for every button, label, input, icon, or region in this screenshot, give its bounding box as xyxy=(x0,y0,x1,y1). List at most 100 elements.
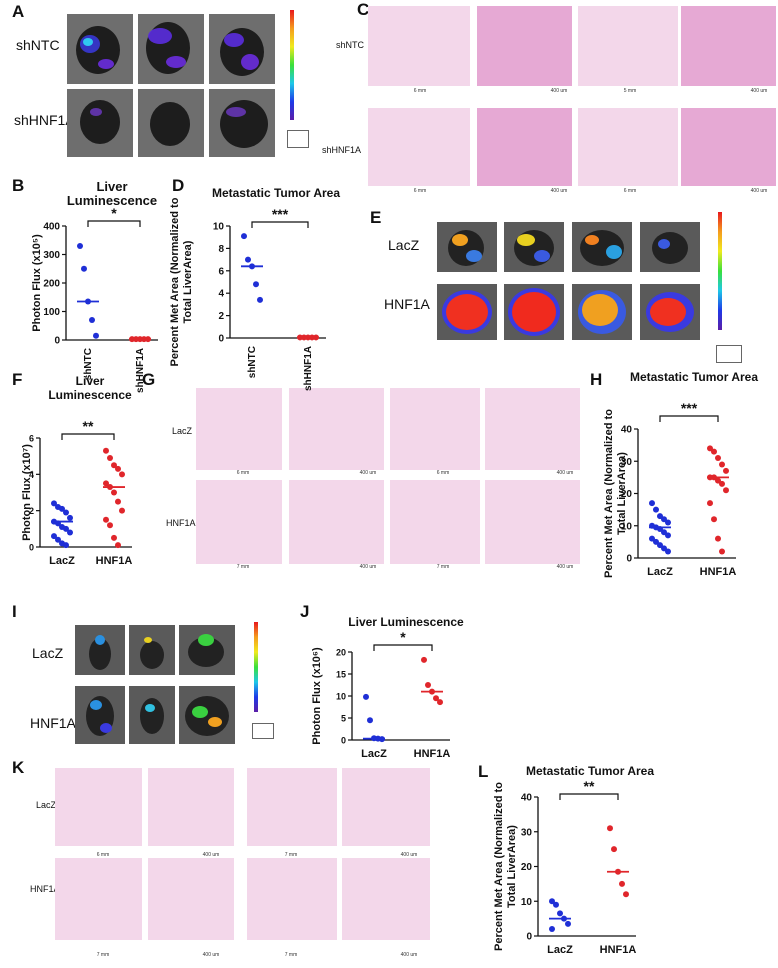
panel-letter-h: H xyxy=(590,370,603,389)
y-tick-label: 10 xyxy=(336,692,346,702)
he-section-whole xyxy=(55,858,142,940)
row-label-shntc: shNTC xyxy=(16,37,60,53)
y-tick-label: 300 xyxy=(43,250,60,261)
data-point xyxy=(115,465,121,472)
data-point xyxy=(111,462,117,469)
data-point xyxy=(63,542,69,549)
significance-bracket xyxy=(659,415,719,422)
y-tick-label: 30 xyxy=(521,827,533,838)
scale-bar-label: 6 mm xyxy=(436,470,450,476)
x-tick-label: LacZ xyxy=(647,566,673,578)
row-label-shhnf1a: shHNF1A xyxy=(14,112,75,128)
y-tick-label: 30 xyxy=(621,457,633,468)
y-axis-label: Percent Met Area (Normalized to xyxy=(603,409,615,578)
data-point xyxy=(67,514,73,521)
y-tick-label: 0 xyxy=(29,543,34,553)
data-point xyxy=(103,480,109,487)
color-scale-bar xyxy=(718,212,722,330)
he-section-zoom xyxy=(485,480,580,564)
significance-bracket xyxy=(559,793,619,800)
row-label-hnf1a: HNF1A xyxy=(384,296,430,312)
scale-bar-label: 7 mm xyxy=(284,852,298,858)
y-tick-label: 0 xyxy=(341,736,346,746)
y-tick-label: 0 xyxy=(218,334,224,345)
row-label-hnf1a: HNF1A xyxy=(166,518,196,528)
data-point xyxy=(257,296,263,303)
x-tick-label: HNF1A xyxy=(600,944,637,956)
he-section-zoom xyxy=(477,108,572,186)
x-tick-label: LacZ xyxy=(547,944,573,956)
chart-title: Liver xyxy=(76,374,105,388)
panel-letter-f: F xyxy=(12,370,23,389)
y-axis-label: Total LiverArea) xyxy=(506,825,518,908)
chart-title: Liver xyxy=(96,179,127,194)
significance-label: ** xyxy=(83,418,94,434)
x-tick-label: LacZ xyxy=(49,555,75,567)
scale-bar-label: 6 mm xyxy=(413,188,427,194)
data-point xyxy=(89,317,95,324)
data-point xyxy=(715,535,721,542)
data-point xyxy=(719,548,725,555)
chart-title: Metastatic Tumor Area xyxy=(526,764,654,778)
y-tick-label: 100 xyxy=(43,307,60,318)
he-section-zoom xyxy=(485,388,580,470)
scale-bar-label: 7 mm xyxy=(436,564,450,570)
he-section-whole xyxy=(390,388,480,470)
x-tick-label: shNTC xyxy=(247,346,258,378)
y-tick-label: 10 xyxy=(213,222,225,233)
he-section-whole xyxy=(247,768,337,846)
he-section-zoom xyxy=(148,858,234,940)
data-point xyxy=(111,534,117,541)
data-point xyxy=(565,920,571,927)
he-section-whole xyxy=(578,108,678,186)
data-point xyxy=(115,498,121,505)
y-axis-label: Percent Met Area (Normalized to xyxy=(169,197,181,366)
he-section-zoom xyxy=(148,768,234,846)
y-tick-label: 40 xyxy=(621,425,633,436)
y-tick-label: 4 xyxy=(29,470,34,480)
panel-letter-a: A xyxy=(12,2,25,21)
y-tick-label: 0 xyxy=(526,932,532,943)
significance-bracket xyxy=(251,221,309,228)
data-point xyxy=(241,233,247,240)
x-tick-label: shHNF1A xyxy=(303,346,314,391)
color-scale-note xyxy=(287,130,309,148)
data-point xyxy=(119,471,125,478)
data-point xyxy=(51,533,57,540)
scale-bar-label: 400 um xyxy=(556,564,574,570)
scale-bar-label: 400 um xyxy=(550,188,568,194)
y-tick-label: 0 xyxy=(54,336,60,347)
x-tick-label: shNTC xyxy=(83,348,94,380)
chart-title: Liver Luminescence xyxy=(348,615,464,629)
scale-bar-label: 6 mm xyxy=(413,88,427,94)
data-point xyxy=(421,656,427,663)
data-point xyxy=(715,477,721,484)
row-label-hnf1a: HNF1A xyxy=(30,715,76,731)
row-label-shhnf1a: shHNF1A xyxy=(322,145,362,155)
panel-letter-e: E xyxy=(370,208,382,227)
y-tick-label: 5 xyxy=(341,714,346,724)
data-point xyxy=(81,265,87,272)
color-scale-bar xyxy=(254,622,258,712)
scale-bar-label: 400 um xyxy=(556,470,574,476)
scale-bar-label: 400 um xyxy=(202,952,220,958)
data-point xyxy=(715,455,721,462)
chart-title: Luminescence xyxy=(48,388,132,402)
scale-bar-label: 400 um xyxy=(359,470,377,476)
data-point xyxy=(367,717,373,724)
data-point xyxy=(623,891,629,898)
panel-letter-g: G xyxy=(142,370,156,389)
scale-bar-label: 400 um xyxy=(400,952,418,958)
y-axis-label: Photon Flux (x10⁶) xyxy=(311,647,323,745)
y-tick-label: 10 xyxy=(621,521,633,532)
he-section-whole xyxy=(247,858,337,940)
scale-bar-label: 7 mm xyxy=(284,952,298,958)
scale-bar-label: 400 um xyxy=(202,852,220,858)
he-section-whole xyxy=(368,108,470,186)
panel-letter-b: B xyxy=(12,176,25,195)
data-point xyxy=(553,901,559,908)
he-section-whole xyxy=(368,6,470,86)
data-point xyxy=(245,256,251,263)
scale-bar-label: 6 mm xyxy=(236,470,250,476)
